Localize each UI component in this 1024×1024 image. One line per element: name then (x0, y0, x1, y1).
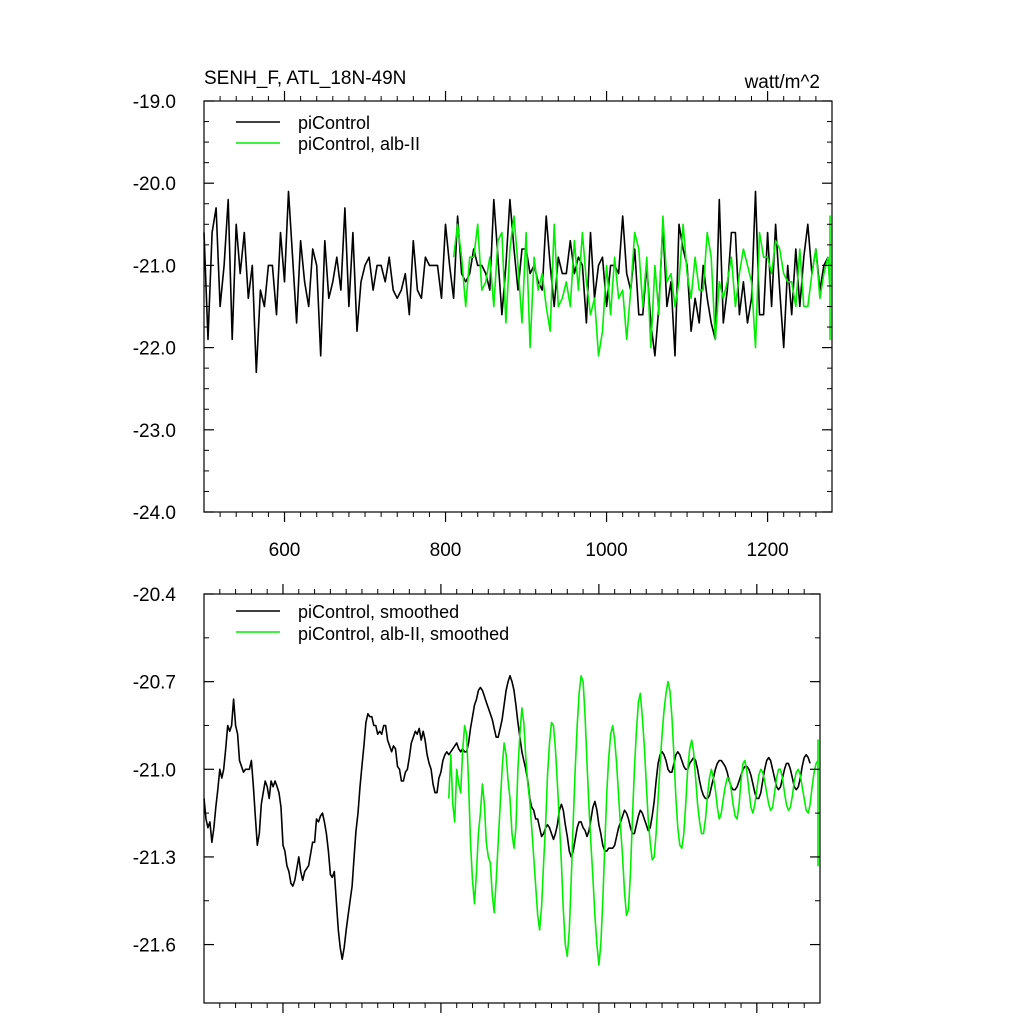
bottom-plot-area: -21.6 -21.3 -21.0 -20.7 -20.4 (133, 584, 821, 1013)
legend-label-alb-ii-smoothed: piControl, alb-II, smoothed (298, 624, 509, 644)
y-tick-label: -21.6 (133, 936, 176, 957)
y-tick-label: -20.7 (133, 673, 176, 694)
plot-frame (203, 593, 821, 1004)
y-tick-label: -19.0 (133, 92, 176, 113)
series-line-picontrol-smoothed (203, 674, 811, 961)
top-panel: SENH_F, ATL_18N-49N watt/m^2 -24.0-23.0-… (133, 68, 833, 561)
x-tick-label: 800 (430, 540, 462, 561)
series-line-picontrol-alb-ii (452, 215, 831, 357)
bottom-legend: piControl, smoothed piControl, alb-II, s… (236, 602, 509, 644)
plot-frame (203, 100, 833, 513)
bottom-panel: -21.6 -21.3 -21.0 -20.7 -20.4 piControl, smo… (133, 584, 821, 1013)
series-line-picontrol (203, 190, 829, 374)
top-legend: piControl piControl, alb-II (236, 113, 420, 154)
y-tick-label: -20.4 (133, 585, 177, 606)
series-line-picontrol-alb-ii-smoothed (448, 674, 819, 966)
y-tick-label: -20.0 (133, 174, 176, 195)
y-tick-label: -24.0 (133, 503, 176, 524)
top-plot-area: -24.0 -23.0 -22.0 -21.0 -20.0 -19.0 600 800 1000… (133, 91, 833, 561)
legend-label-alb-ii: piControl, alb-II (298, 134, 420, 154)
legend-label-picontrol-smoothed: piControl, smoothed (298, 602, 459, 622)
y-tick-label: -23.0 (133, 421, 176, 442)
x-tick-label: 600 (269, 540, 301, 561)
y-tick-label: -21.0 (133, 760, 176, 781)
y-tick-label: -22.0 (133, 339, 176, 360)
y-tick-label: -21.0 (133, 256, 176, 277)
legend-label-picontrol: piControl (298, 113, 370, 133)
x-tick-label: 1200 (746, 540, 788, 561)
chart-title: SENH_F, ATL_18N-49N (204, 68, 406, 89)
units-label: watt/m^2 (744, 72, 820, 93)
x-tick-label: 1000 (585, 540, 627, 561)
y-tick-label: -21.3 (133, 848, 176, 869)
